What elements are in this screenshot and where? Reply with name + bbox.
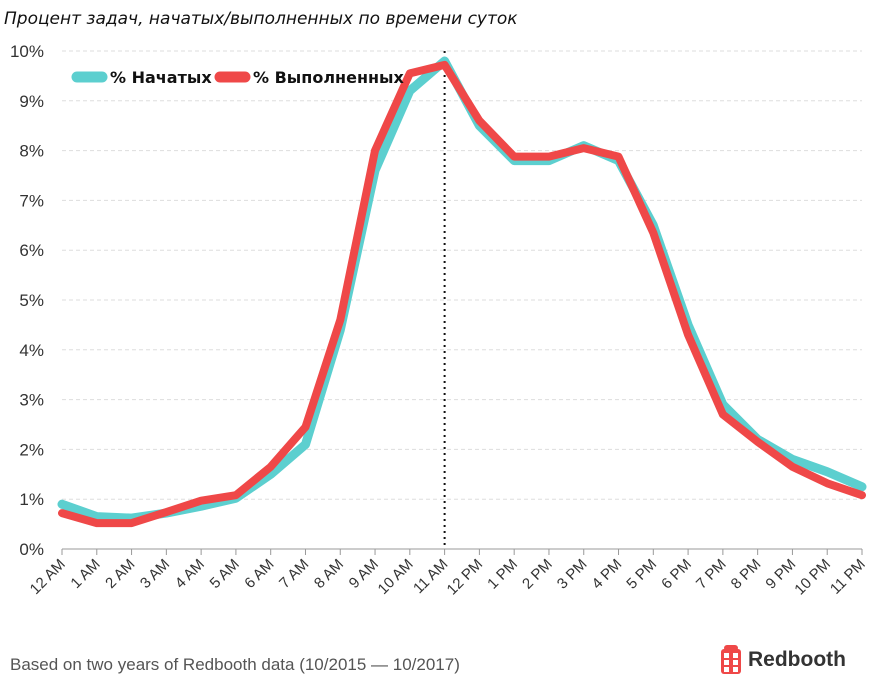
- y-tick-label: 3%: [19, 391, 44, 410]
- line-chart: 0% 1% 2% 3% 4% 5% 6% 7% 8% 9% 10% 12 AM1 AM2 AM3 A…: [10, 42, 869, 599]
- x-tick-label: 4 AM: [172, 556, 208, 592]
- x-tick-label: 8 PM: [728, 556, 765, 593]
- x-tick-label: 12 PM: [444, 556, 487, 599]
- brand-name: Redbooth: [748, 648, 846, 671]
- x-tick-label: 12 AM: [27, 556, 69, 598]
- x-tick-label: 7 PM: [693, 556, 730, 593]
- x-tick-label: 8 AM: [311, 556, 347, 592]
- x-tick-label: 3 AM: [137, 556, 173, 592]
- x-tick-label: 2 PM: [519, 556, 556, 593]
- y-tick-label: 8%: [19, 142, 44, 161]
- y-tick-label: 10%: [10, 42, 44, 61]
- x-tick-label: 5 PM: [623, 556, 660, 593]
- y-tick-label: 5%: [19, 291, 44, 310]
- x-tick-label: 4 PM: [589, 556, 626, 593]
- x-tick-label: 3 PM: [554, 556, 591, 593]
- y-tick-label: 7%: [19, 191, 44, 210]
- series-lines: [57, 56, 867, 528]
- legend-label: % Начатых: [110, 68, 212, 87]
- x-tick-label: 2 AM: [102, 556, 138, 592]
- y-tick-label: 4%: [19, 341, 44, 360]
- x-tick-label: 6 PM: [658, 556, 695, 593]
- phone-booth-icon: [721, 645, 741, 674]
- chart-title: Процент задач, начатых/выполненных по вр…: [4, 9, 518, 29]
- x-tick-label: 6 AM: [241, 556, 277, 592]
- x-tick-label: 5 AM: [207, 556, 243, 592]
- x-tick-label: 11 PM: [827, 556, 869, 598]
- y-tick-label: 2%: [19, 440, 44, 459]
- series-line-2: [58, 60, 866, 528]
- x-tick-label: 1 PM: [484, 556, 521, 593]
- x-tick-label: 10 AM: [375, 556, 417, 598]
- x-tick-labels: 12 AM1 AM2 AM3 AM4 AM5 AM6 AM7 AM8 AM9 A…: [27, 556, 869, 599]
- y-tick-label: 1%: [19, 490, 44, 509]
- x-tick-label: 1 AM: [67, 556, 103, 592]
- y-tick-label: 0%: [19, 540, 44, 559]
- y-tick-labels: 0% 1% 2% 3% 4% 5% 6% 7% 8% 9% 10%: [10, 42, 44, 559]
- source-footnote: Based on two years of Redbooth data (10/…: [10, 655, 460, 674]
- legend: % Начатых % Выполненных: [71, 68, 405, 87]
- y-tick-label: 9%: [19, 92, 44, 111]
- y-tick-label: 6%: [19, 241, 44, 260]
- x-tick-label: 7 AM: [276, 556, 312, 592]
- axes: [61, 51, 863, 555]
- x-tick-label: 10 PM: [791, 556, 834, 599]
- brand-logo: Redbooth: [720, 645, 846, 675]
- legend-label: % Выполненных: [253, 68, 405, 87]
- x-tick-label: 11 AM: [410, 556, 451, 597]
